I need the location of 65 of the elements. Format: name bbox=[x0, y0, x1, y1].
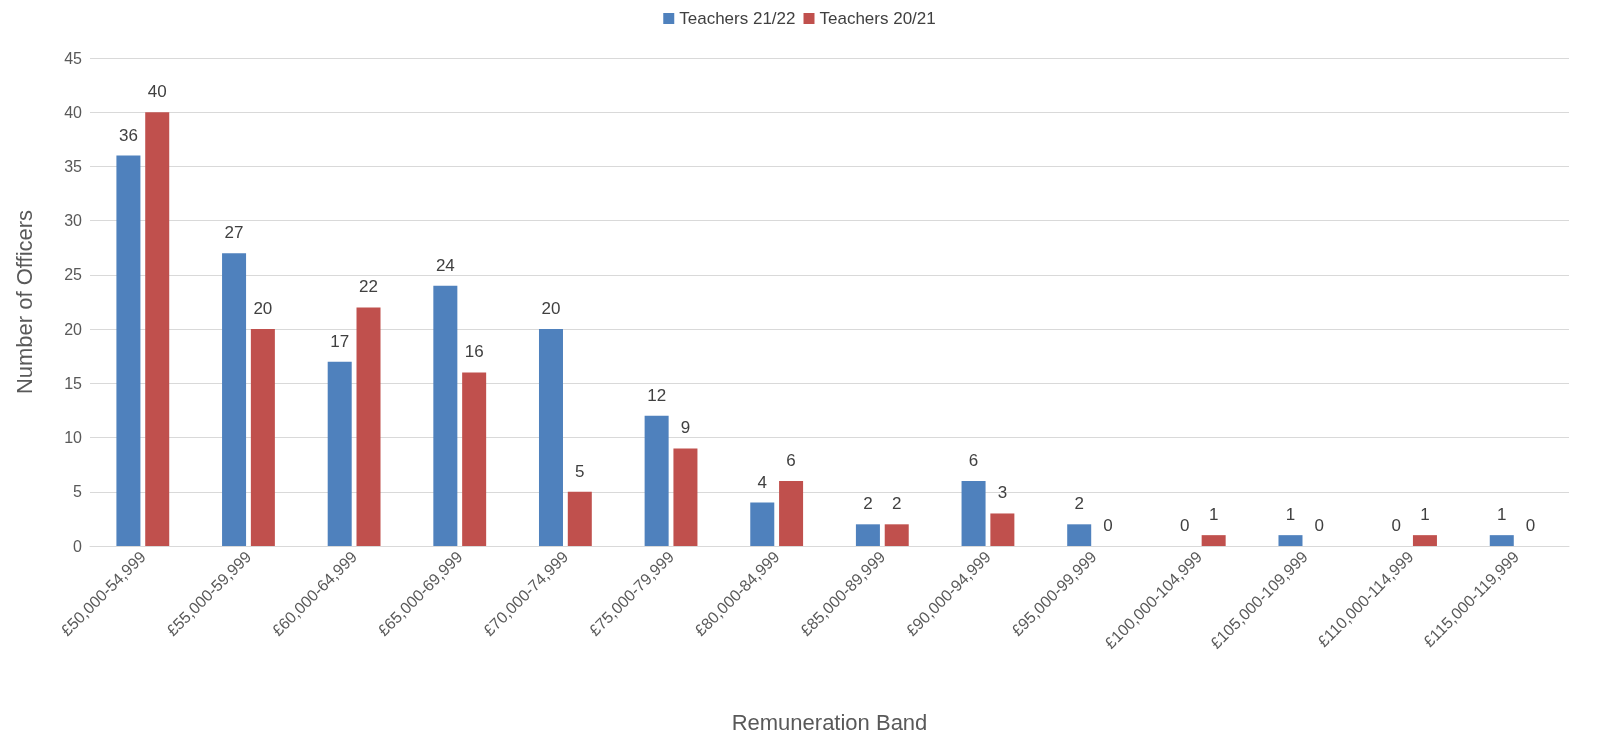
data-label: 16 bbox=[464, 342, 484, 362]
bar bbox=[1067, 524, 1092, 546]
bar bbox=[567, 491, 592, 546]
data-label: 1 bbox=[1208, 505, 1219, 525]
bar bbox=[222, 253, 247, 546]
data-label: 1 bbox=[1497, 505, 1507, 525]
bar bbox=[990, 513, 1015, 546]
bar bbox=[1412, 535, 1437, 546]
bar bbox=[462, 372, 487, 546]
bar bbox=[673, 448, 698, 546]
y-tick-label: 10 bbox=[64, 429, 83, 447]
bar bbox=[1201, 535, 1226, 546]
data-label: 0 bbox=[1525, 516, 1536, 535]
legend-label: Teachers 20/21 bbox=[819, 9, 936, 28]
bar bbox=[356, 307, 381, 546]
y-tick-label: 45 bbox=[64, 49, 83, 67]
y-tick-label: 5 bbox=[73, 483, 83, 501]
bar bbox=[327, 361, 352, 546]
data-label: 0 bbox=[1314, 516, 1325, 535]
legend-label: Teachers 21/22 bbox=[679, 9, 796, 28]
bar bbox=[145, 112, 170, 546]
data-label: 0 bbox=[1391, 516, 1401, 535]
y-tick-label: 40 bbox=[64, 103, 83, 121]
data-label: 12 bbox=[647, 385, 667, 405]
bar bbox=[750, 502, 775, 546]
data-label: 40 bbox=[147, 82, 167, 102]
data-label: 2 bbox=[863, 494, 873, 514]
bar bbox=[961, 480, 986, 546]
data-label: 1 bbox=[1420, 505, 1430, 525]
data-label: 1 bbox=[1285, 505, 1296, 525]
y-tick-label: 15 bbox=[64, 374, 83, 392]
data-label: 5 bbox=[575, 461, 585, 481]
data-label: 9 bbox=[680, 418, 691, 438]
data-label: 0 bbox=[1180, 516, 1190, 535]
bar bbox=[779, 480, 804, 546]
bar bbox=[644, 415, 669, 546]
bar bbox=[855, 524, 880, 546]
y-tick-label: 20 bbox=[64, 320, 83, 338]
y-tick-label: 25 bbox=[64, 266, 83, 284]
data-label: 36 bbox=[118, 125, 138, 145]
data-label: 2 bbox=[1074, 494, 1084, 514]
bar bbox=[1489, 535, 1514, 546]
bar bbox=[1278, 535, 1303, 546]
y-axis-title: Number of Officers bbox=[11, 209, 37, 395]
y-tick-label: 35 bbox=[64, 157, 83, 175]
data-label: 4 bbox=[757, 472, 768, 492]
data-label: 2 bbox=[891, 494, 902, 514]
bar bbox=[433, 285, 458, 546]
data-label: 22 bbox=[359, 277, 378, 297]
data-label: 6 bbox=[968, 450, 979, 470]
y-tick-label: 0 bbox=[73, 537, 83, 555]
x-axis-title: Remuneration Band bbox=[731, 709, 928, 735]
data-label: 3 bbox=[997, 483, 1008, 503]
bar bbox=[116, 155, 141, 546]
bar bbox=[250, 329, 275, 546]
y-tick-label: 30 bbox=[64, 212, 83, 230]
data-label: 27 bbox=[224, 223, 244, 243]
data-label: 6 bbox=[786, 450, 796, 470]
bar bbox=[884, 524, 909, 546]
bar bbox=[538, 329, 563, 546]
data-label: 20 bbox=[541, 299, 561, 319]
data-label: 17 bbox=[330, 331, 350, 351]
data-label: 24 bbox=[435, 255, 455, 275]
data-label: 0 bbox=[1103, 516, 1113, 535]
data-label: 20 bbox=[253, 299, 273, 319]
